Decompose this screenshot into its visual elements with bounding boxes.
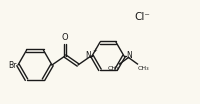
- Text: Br: Br: [8, 61, 16, 69]
- Text: CH₃: CH₃: [138, 66, 150, 71]
- Text: N: N: [126, 51, 132, 61]
- Text: Cl⁻: Cl⁻: [134, 12, 150, 22]
- Text: N: N: [86, 51, 92, 61]
- Text: CH₃: CH₃: [107, 66, 119, 71]
- Text: +: +: [92, 48, 97, 53]
- Text: O: O: [62, 33, 68, 43]
